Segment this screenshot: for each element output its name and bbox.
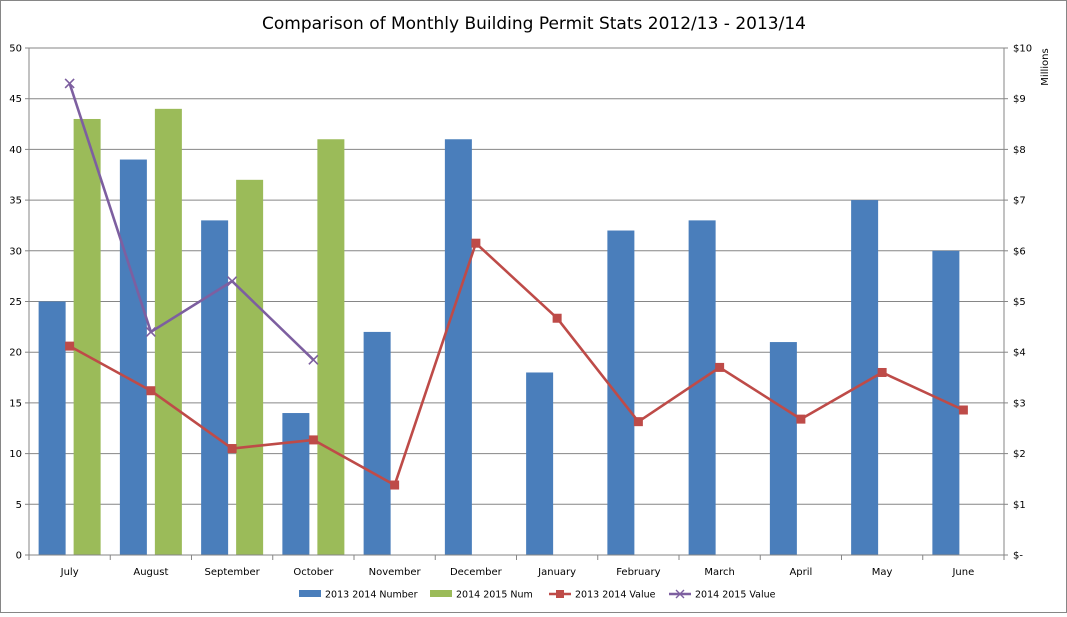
right-tick-label: $5 [1013, 297, 1026, 308]
gridlines [29, 47, 1004, 556]
bar [607, 230, 635, 555]
bars [38, 108, 960, 556]
x-tick-label: July [60, 567, 79, 578]
right-tick-label: $8 [1013, 145, 1026, 156]
bar [73, 118, 101, 555]
x-tick-label: December [450, 567, 503, 578]
axes: 0 5 10 15 20 25 30 35 40 45 50 $- $1 $2 $3 $4 $5 $6 $7 $8 $9… [9, 44, 1032, 579]
data-point [715, 362, 725, 372]
left-tick-label: 15 [9, 398, 22, 409]
x-tick-label: June [951, 567, 974, 578]
legend-swatch [430, 590, 452, 597]
legend-label: 2014 2015 Num [456, 590, 533, 601]
data-point [471, 238, 481, 248]
data-point [796, 414, 806, 424]
right-tick-label: $2 [1013, 449, 1026, 460]
legend-label: 2013 2014 Value [575, 590, 656, 601]
x-tick-label: August [133, 567, 168, 578]
x-tick-label: March [704, 567, 734, 578]
left-tick-label: 40 [9, 145, 22, 156]
right-tick-label: $1 [1013, 500, 1026, 511]
bar [236, 179, 264, 555]
bar [444, 139, 472, 555]
right-tick-label: $6 [1013, 246, 1026, 257]
data-point [227, 444, 237, 454]
legend-label: 2014 2015 Value [695, 590, 776, 601]
legend-label: 2013 2014 Number [325, 590, 418, 601]
left-tick-label: 20 [9, 348, 22, 359]
data-point [65, 341, 75, 351]
x-tick-label: November [369, 567, 422, 578]
data-point [145, 326, 156, 337]
x-tick-label: February [616, 567, 660, 578]
data-point [552, 313, 562, 323]
x-tick-label: January [537, 567, 576, 578]
legend-marker [675, 589, 685, 599]
x-tick-label: September [204, 567, 260, 578]
data-point [958, 405, 968, 415]
left-tick-label: 10 [9, 449, 22, 460]
right-tick-label: $9 [1013, 94, 1026, 105]
data-point [308, 354, 319, 365]
x-tick-label: May [872, 567, 893, 578]
series-line [68, 241, 964, 487]
data-point [308, 435, 318, 445]
x-tick-label: October [293, 567, 334, 578]
series-lines [64, 78, 968, 490]
right-tick-label: $7 [1013, 196, 1026, 207]
bar [317, 139, 345, 555]
left-tick-label: 50 [9, 44, 22, 55]
legend: 2013 2014 Number 2014 2015 Num 2013 2014 V… [299, 590, 776, 601]
bar [688, 220, 716, 555]
bar [154, 108, 182, 555]
left-tick-label: 30 [9, 246, 22, 257]
series-line [68, 83, 315, 361]
left-tick-label: 25 [9, 297, 22, 308]
bar [769, 342, 797, 555]
right-tick-label: $3 [1013, 398, 1026, 409]
bar [201, 220, 229, 555]
data-point [633, 417, 643, 427]
data-point [227, 276, 238, 287]
left-tick-label: 0 [16, 551, 22, 562]
left-tick-label: 5 [16, 500, 22, 511]
data-point [877, 367, 887, 377]
left-tick-label: 45 [9, 94, 22, 105]
bar [38, 301, 66, 555]
data-point [146, 386, 156, 396]
right-tick-label: $10 [1013, 44, 1032, 55]
data-point [64, 78, 75, 89]
x-tick-label: April [789, 567, 812, 578]
bar [119, 159, 147, 556]
data-point [390, 480, 400, 490]
left-tick-label: 35 [9, 196, 22, 207]
right-tick-label: $- [1013, 551, 1023, 562]
bar [363, 331, 391, 555]
right-tick-label: $4 [1013, 348, 1026, 359]
bar [282, 413, 310, 555]
legend-swatch [299, 590, 321, 597]
right-axis-title: Millions [1040, 48, 1051, 85]
chart-title: Comparison of Monthly Building Permit St… [262, 14, 806, 34]
legend-marker [556, 590, 564, 598]
bar [526, 372, 554, 555]
